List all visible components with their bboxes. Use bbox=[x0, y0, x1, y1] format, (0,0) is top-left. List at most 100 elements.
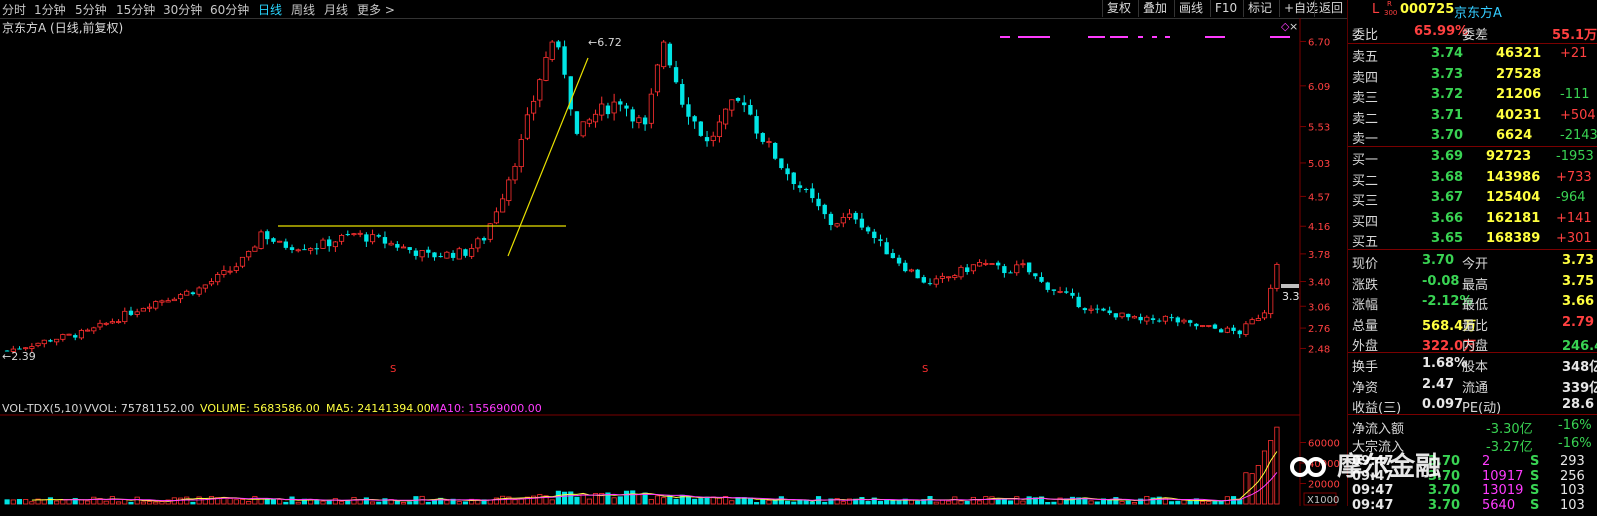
candle-body bbox=[1101, 308, 1106, 311]
candle-body bbox=[599, 103, 605, 116]
candle-body bbox=[549, 41, 555, 60]
candle-body bbox=[605, 105, 611, 115]
candle-body bbox=[574, 111, 580, 134]
volume-bar bbox=[407, 501, 413, 505]
period-daily[interactable]: 日线 bbox=[258, 3, 283, 17]
candle-body bbox=[729, 99, 735, 111]
volume-bar bbox=[524, 496, 530, 505]
volume-bar bbox=[1100, 498, 1107, 505]
candle-body bbox=[1188, 320, 1193, 323]
tick-volume: 10917 bbox=[1482, 468, 1524, 484]
candle-body bbox=[332, 241, 338, 248]
volume-bar bbox=[400, 502, 407, 505]
stock-name: 京东方A bbox=[1454, 6, 1502, 21]
volume-bar bbox=[630, 490, 636, 505]
period-monthly[interactable]: 月线 bbox=[324, 3, 349, 17]
volume-bar bbox=[933, 501, 939, 505]
period-1min[interactable]: 1分钟 bbox=[34, 3, 66, 17]
ask-volume: 46321 bbox=[1496, 46, 1542, 61]
volume-bar bbox=[23, 499, 29, 505]
stat-label: 最高 bbox=[1462, 277, 1489, 293]
candle-body bbox=[1231, 327, 1236, 331]
candle-body bbox=[915, 269, 920, 279]
candle-body bbox=[661, 41, 667, 68]
quote-header: L R 300 000725 京东方A bbox=[1348, 0, 1597, 21]
bid-row: 买四 3.66 162181 +141 bbox=[1348, 209, 1597, 230]
period-30min[interactable]: 30分钟 bbox=[163, 3, 203, 17]
ask-change: +21 bbox=[1560, 46, 1588, 61]
bid-price: 3.65 bbox=[1431, 231, 1464, 246]
candle-body bbox=[246, 250, 252, 258]
period-fenshi[interactable]: 分时 bbox=[2, 3, 27, 17]
flow-label: 大宗流入 bbox=[1352, 440, 1405, 455]
tick-time: 09:47 bbox=[1352, 468, 1394, 484]
volume-unit: X1000 bbox=[1307, 495, 1339, 506]
candle-body bbox=[221, 270, 227, 275]
volume-bar bbox=[78, 499, 84, 505]
low-price-label: ←2.39 bbox=[2, 350, 36, 363]
candle-body bbox=[580, 121, 586, 137]
candle-body bbox=[1070, 292, 1075, 296]
volume-bar bbox=[716, 497, 722, 505]
candle-body bbox=[252, 246, 258, 252]
stock-code: 000725 bbox=[1400, 2, 1455, 17]
volume-bar bbox=[754, 502, 760, 505]
candle-body bbox=[438, 256, 443, 258]
fuquan-button[interactable]: 复权 bbox=[1102, 0, 1135, 17]
period-weekly[interactable]: 周线 bbox=[291, 3, 316, 17]
candle-body bbox=[921, 277, 927, 283]
period-5min[interactable]: 5分钟 bbox=[75, 3, 107, 17]
bid-label: 买五 bbox=[1352, 235, 1379, 250]
close-icon[interactable]: × bbox=[1289, 20, 1298, 33]
price-tick: 2.48 bbox=[1308, 344, 1330, 355]
volume-bar bbox=[1045, 501, 1051, 505]
volume-bar bbox=[698, 498, 704, 505]
draw-line-button[interactable]: 画线 bbox=[1174, 0, 1207, 17]
flow-value: -3.27亿 bbox=[1486, 440, 1533, 455]
stat-label: 今开 bbox=[1462, 257, 1489, 272]
candle-body bbox=[592, 113, 599, 123]
kline-chart[interactable]: ◇ × 6.70 6.09 5.53 5.03 4.57 4.16 3.78 3.40 3.06 2… bbox=[0, 18, 1347, 506]
mark-button[interactable]: 标记 bbox=[1243, 0, 1276, 17]
candle-body bbox=[320, 239, 326, 249]
candle-body bbox=[611, 101, 617, 114]
volume-bar bbox=[1038, 496, 1045, 505]
candle-body bbox=[816, 198, 821, 207]
candle-body bbox=[376, 235, 381, 237]
tick-row: 09:47 3.70 2 S 293 bbox=[1348, 452, 1597, 472]
fund-value: 28.6 bbox=[1562, 397, 1595, 412]
candle-body bbox=[233, 266, 239, 271]
bid-label: 买一 bbox=[1352, 153, 1379, 168]
flow-value: -3.30亿 bbox=[1486, 422, 1533, 437]
candle-body bbox=[1014, 264, 1020, 274]
f10-button[interactable]: F10 bbox=[1210, 0, 1241, 17]
volume-bar bbox=[165, 499, 171, 505]
volume-bar bbox=[270, 499, 277, 505]
volume-bar bbox=[555, 490, 561, 505]
overlay-button[interactable]: 叠加 bbox=[1138, 0, 1171, 17]
stat-row: 总量 568.4万 量比 2.79 bbox=[1348, 313, 1597, 334]
volume-bar bbox=[35, 498, 41, 505]
ask-change: -111 bbox=[1560, 87, 1590, 102]
stat-value: 2.79 bbox=[1562, 314, 1595, 330]
add-watchlist-button[interactable]: +自选 bbox=[1279, 0, 1322, 17]
tick-price: 3.70 bbox=[1428, 454, 1461, 469]
volume-bar bbox=[1069, 496, 1076, 505]
candle-body bbox=[351, 233, 357, 236]
stat-label: 总量 bbox=[1352, 318, 1379, 334]
period-more[interactable]: 更多 > bbox=[357, 3, 395, 17]
drawn-lines bbox=[278, 57, 589, 257]
period-15min[interactable]: 15分钟 bbox=[116, 3, 156, 17]
tick-price: 3.70 bbox=[1428, 497, 1461, 513]
back-button[interactable]: 返回 bbox=[1314, 0, 1347, 17]
candle-body bbox=[41, 339, 47, 345]
period-60min[interactable]: 60分钟 bbox=[210, 3, 250, 17]
price-tick: 4.16 bbox=[1308, 222, 1330, 233]
bid-label: 买四 bbox=[1352, 214, 1379, 230]
volume-bar bbox=[1200, 500, 1206, 505]
candle-body bbox=[382, 237, 388, 244]
candle-body bbox=[840, 217, 846, 224]
volume-bar bbox=[871, 497, 877, 505]
candle-body bbox=[66, 333, 72, 336]
volume-bar bbox=[1119, 501, 1125, 505]
